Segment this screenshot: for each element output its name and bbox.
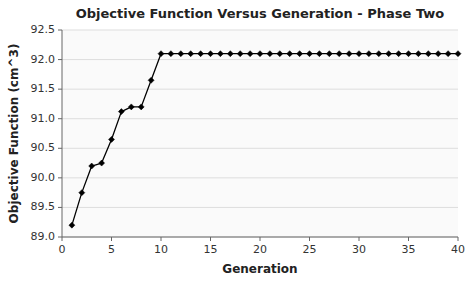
marker: [109, 136, 115, 142]
marker: [69, 222, 75, 228]
tick-label: 10: [154, 243, 168, 256]
tick-mark: [58, 30, 62, 31]
tick-label: 89.5: [31, 200, 56, 213]
markers: [69, 51, 461, 229]
marker: [267, 51, 273, 57]
tick-mark: [111, 237, 112, 241]
tick-label: 25: [303, 243, 317, 256]
marker: [227, 51, 233, 57]
chart-title: Objective Function Versus Generation - P…: [76, 6, 445, 21]
marker: [89, 163, 95, 169]
marker: [168, 51, 174, 57]
grid-line: [62, 177, 458, 178]
tick-label: 35: [402, 243, 416, 256]
marker: [386, 51, 392, 57]
marker: [148, 77, 154, 83]
tick-label: 91.0: [31, 112, 56, 125]
tick-mark: [408, 237, 409, 241]
tick-label: 92.5: [31, 23, 56, 36]
grid-line: [62, 30, 458, 31]
marker: [376, 51, 382, 57]
marker: [455, 51, 461, 57]
marker: [366, 51, 372, 57]
marker: [208, 51, 214, 57]
marker: [277, 51, 283, 57]
tick-mark: [58, 148, 62, 149]
y-axis: 89.0 89.5 90.0 90.5 91.0 91.5 92.0 92.5: [31, 23, 459, 243]
tick-mark: [58, 237, 62, 238]
marker: [356, 51, 362, 57]
tick-mark: [58, 118, 62, 119]
grid-line: [62, 118, 458, 119]
marker: [406, 51, 412, 57]
tick-label: 89.0: [31, 230, 56, 243]
marker: [138, 104, 144, 110]
marker: [396, 51, 402, 57]
x-axis-line: [62, 237, 458, 238]
marker: [316, 51, 322, 57]
tick-mark: [458, 237, 459, 241]
marker: [435, 51, 441, 57]
grid-line: [62, 89, 458, 90]
marker: [346, 51, 352, 57]
tick-mark: [359, 237, 360, 241]
grid-line: [62, 237, 458, 238]
series-line-group: [72, 54, 458, 226]
tick-mark: [58, 59, 62, 60]
tick-mark: [62, 237, 63, 241]
chart-container: 89.0 89.5 90.0 90.5 91.0 91.5 92.0 92.5 0 5 10 15 20…: [0, 0, 474, 281]
tick-mark: [309, 237, 310, 241]
marker: [297, 51, 303, 57]
tick-label: 0: [59, 243, 66, 256]
grid-line: [62, 148, 458, 149]
marker: [217, 51, 223, 57]
tick-mark: [260, 237, 261, 241]
marker: [445, 51, 451, 57]
tick-mark: [58, 177, 62, 178]
marker: [287, 51, 293, 57]
tick-mark: [161, 237, 162, 241]
x-axis-label: Generation: [222, 262, 297, 276]
marker: [99, 160, 105, 166]
marker: [425, 51, 431, 57]
tick-label: 20: [253, 243, 267, 256]
marker: [118, 109, 124, 115]
tick-label: 5: [108, 243, 115, 256]
marker: [198, 51, 204, 57]
marker: [158, 51, 164, 57]
tick-label: 15: [204, 243, 218, 256]
marker: [415, 51, 421, 57]
marker: [178, 51, 184, 57]
series-line: [72, 54, 458, 226]
chart: 89.0 89.5 90.0 90.5 91.0 91.5 92.0 92.5 0 5 10 15 20…: [0, 0, 474, 281]
marker: [307, 51, 313, 57]
tick-mark: [58, 207, 62, 208]
marker: [128, 104, 134, 110]
marker: [326, 51, 332, 57]
tick-label: 40: [451, 243, 465, 256]
plot-area: [62, 30, 458, 237]
marker: [237, 51, 243, 57]
marker: [79, 190, 85, 196]
tick-mark: [58, 89, 62, 90]
tick-mark: [210, 237, 211, 241]
marker: [188, 51, 194, 57]
marker: [247, 51, 253, 57]
tick-label: 91.5: [31, 82, 56, 95]
y-axis-label: Objective Function (cm^3): [7, 44, 21, 224]
tick-label: 90.5: [31, 141, 56, 154]
y-axis-line: [62, 30, 63, 237]
grid-line: [62, 207, 458, 208]
marker: [336, 51, 342, 57]
grid-line: [62, 59, 458, 60]
tick-label: 90.0: [31, 171, 56, 184]
tick-label: 30: [352, 243, 366, 256]
x-axis: 0 5 10 15 20 25 30 35 40: [59, 237, 466, 256]
marker: [257, 51, 263, 57]
tick-label: 92.0: [31, 53, 56, 66]
